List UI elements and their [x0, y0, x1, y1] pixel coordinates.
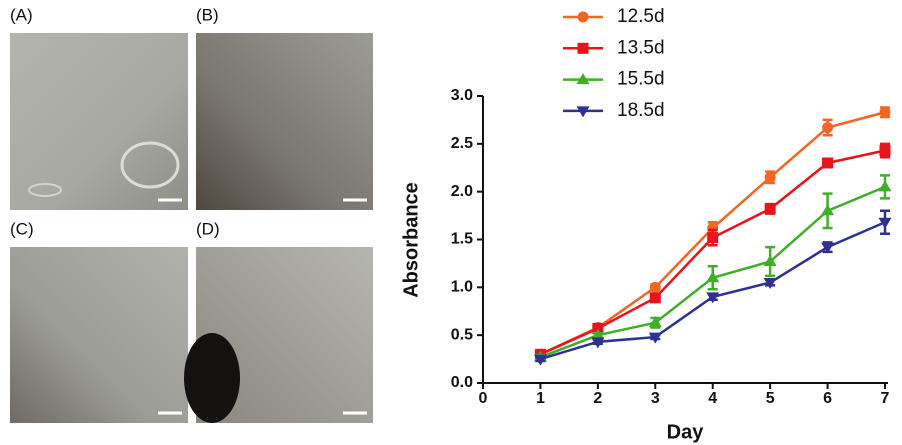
data-point [706, 271, 720, 283]
data-point [822, 122, 834, 134]
panel-label: (C) [10, 219, 34, 238]
data-point [879, 106, 891, 118]
data-point [764, 203, 776, 215]
micrograph [10, 33, 188, 210]
legend-label: 18.5d [617, 100, 665, 121]
data-point [822, 157, 834, 169]
data-point [648, 316, 662, 328]
series-line [539, 149, 886, 356]
micrographs: (A) (B) (C) (D) [10, 5, 373, 423]
data-point [763, 278, 777, 290]
micrograph [196, 33, 373, 210]
x-tick-label: 0 [479, 390, 488, 407]
legend-label: 15.5d [617, 69, 665, 90]
y-tick-label: 2.0 [451, 183, 473, 200]
cell-colony [28, 183, 62, 197]
panel-label: (B) [196, 5, 219, 24]
data-point [592, 322, 604, 334]
data-point [879, 145, 891, 157]
data-point [533, 354, 547, 366]
legend-marker [577, 11, 589, 23]
data-point [707, 232, 719, 244]
data-point [878, 180, 892, 192]
x-tick-label: 7 [881, 390, 890, 407]
dark-region [184, 333, 240, 423]
cell-colony [120, 141, 180, 189]
x-axis-title: Day [667, 421, 705, 443]
legend-marker [577, 42, 589, 54]
legend-label: 13.5d [617, 37, 665, 58]
data-point [706, 292, 720, 304]
legend-marker [576, 73, 590, 85]
data-point [821, 204, 835, 216]
data-point [591, 328, 605, 340]
y-tick-label: 2.5 [451, 135, 473, 152]
data-point [649, 281, 661, 293]
data-point [764, 171, 776, 183]
x-tick-label: 5 [766, 390, 775, 407]
legend-label: 12.5d [617, 6, 665, 27]
x-tick-label: 6 [823, 390, 832, 407]
x-tick-label: 3 [651, 390, 660, 407]
panel-label: (A) [10, 5, 33, 24]
x-tick-label: 4 [708, 390, 717, 407]
data-point [648, 332, 662, 344]
data-point [821, 242, 835, 254]
data-point [649, 292, 661, 304]
x-tick-label: 2 [593, 390, 602, 407]
y-tick-label: 0.5 [451, 326, 473, 343]
legend-marker [576, 106, 590, 118]
data-point [878, 217, 892, 229]
y-tick-label: 3.0 [451, 87, 473, 104]
panel-label: (D) [196, 219, 220, 238]
x-tick-label: 1 [536, 390, 545, 407]
y-axis-title: Absorbance [400, 182, 422, 298]
y-tick-label: 0.0 [451, 374, 473, 391]
data-point [763, 255, 777, 267]
micrograph [10, 247, 188, 423]
y-tick-label: 1.5 [451, 231, 473, 248]
data-point [591, 337, 605, 349]
y-tick-label: 1.0 [451, 279, 473, 296]
